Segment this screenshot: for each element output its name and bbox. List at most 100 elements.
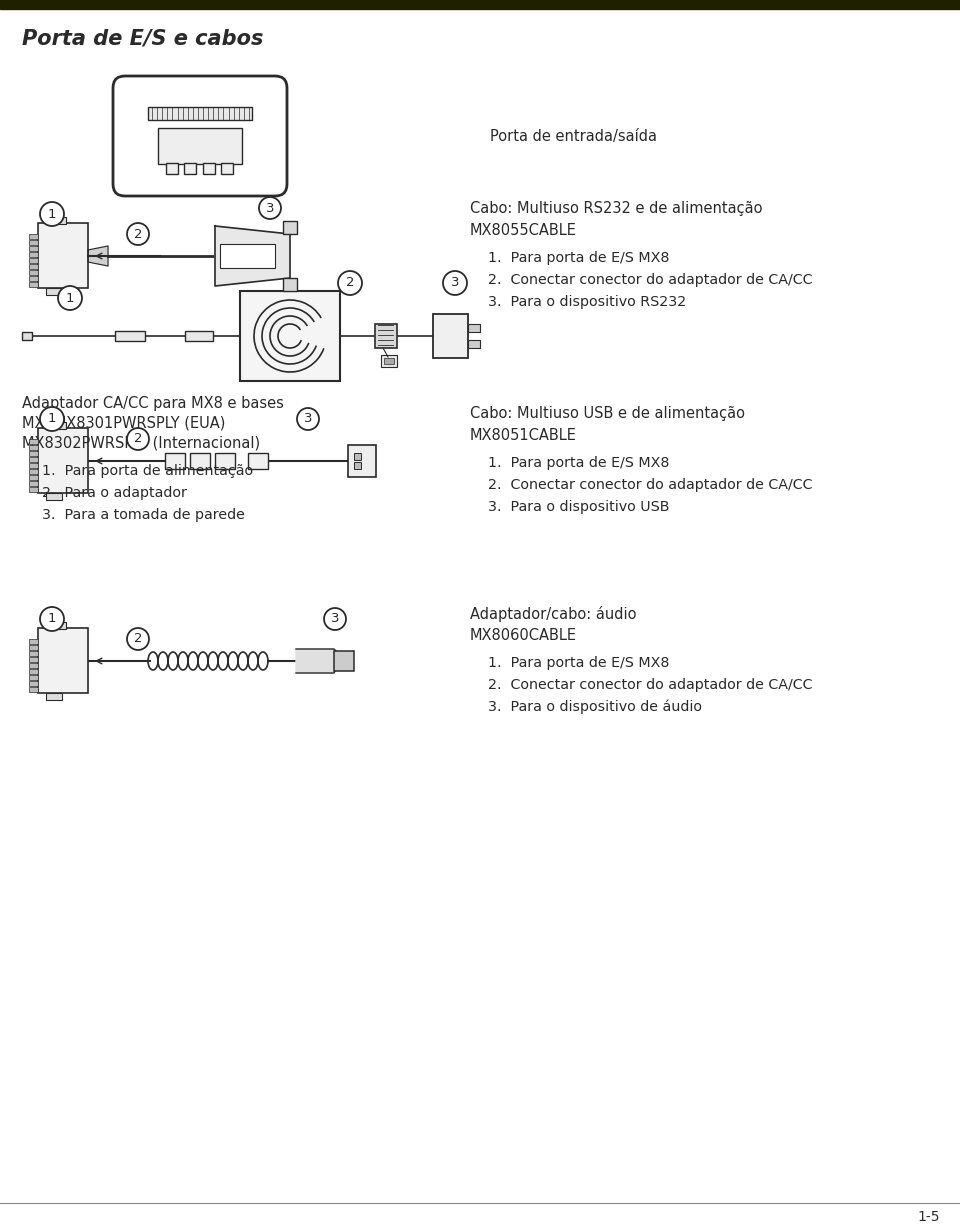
Text: 2: 2 <box>133 228 142 240</box>
Circle shape <box>40 407 64 431</box>
Text: Cabo: Multiuso USB e de alimentação: Cabo: Multiuso USB e de alimentação <box>470 406 745 421</box>
Bar <box>29 651 38 656</box>
Bar <box>29 282 38 287</box>
Text: 2.  Conectar conector do adaptador de CA/CC: 2. Conectar conector do adaptador de CA/… <box>488 478 812 492</box>
Bar <box>46 288 62 295</box>
Text: Porta de entrada/saída: Porta de entrada/saída <box>490 128 657 144</box>
Text: Porta de E/S e cabos: Porta de E/S e cabos <box>22 30 263 49</box>
Text: Adaptador CA/CC para MX8 e bases: Adaptador CA/CC para MX8 e bases <box>22 396 284 411</box>
Bar <box>29 451 38 455</box>
Text: 2: 2 <box>133 633 142 645</box>
Bar <box>29 475 38 480</box>
Bar <box>29 657 38 662</box>
Bar <box>354 462 361 469</box>
Text: 3: 3 <box>451 277 459 289</box>
Text: 3.  Para o dispositivo USB: 3. Para o dispositivo USB <box>488 500 669 515</box>
Bar <box>220 244 275 268</box>
Bar <box>190 453 210 469</box>
Text: 1.  Para porta de E/S MX8: 1. Para porta de E/S MX8 <box>488 656 669 670</box>
Circle shape <box>40 202 64 227</box>
Bar <box>29 252 38 257</box>
Bar <box>46 693 62 700</box>
Bar <box>248 453 268 469</box>
Bar <box>240 291 340 382</box>
Polygon shape <box>215 227 290 286</box>
Text: 3.  Para a tomada de parede: 3. Para a tomada de parede <box>42 508 245 522</box>
Text: 3: 3 <box>303 412 312 426</box>
Bar <box>52 422 66 428</box>
Bar <box>221 162 233 174</box>
Circle shape <box>127 628 149 650</box>
Bar <box>29 645 38 650</box>
Text: 2: 2 <box>346 277 354 289</box>
Polygon shape <box>296 649 342 673</box>
Bar <box>158 128 242 164</box>
Circle shape <box>324 608 346 630</box>
Bar <box>468 324 480 332</box>
Bar <box>29 687 38 692</box>
Bar <box>38 223 88 288</box>
Bar <box>29 263 38 270</box>
Bar <box>354 453 361 460</box>
Bar <box>29 259 38 263</box>
Bar <box>52 622 66 629</box>
Text: 3.  Para o dispositivo RS232: 3. Para o dispositivo RS232 <box>488 295 686 309</box>
Bar <box>29 234 38 239</box>
FancyBboxPatch shape <box>113 76 287 196</box>
Circle shape <box>127 223 149 245</box>
Text: 3.  Para o dispositivo de áudio: 3. Para o dispositivo de áudio <box>488 700 702 714</box>
Bar <box>203 162 215 174</box>
Bar <box>29 276 38 281</box>
Bar <box>29 457 38 462</box>
Bar <box>29 668 38 675</box>
Text: MX8302PWRSPLY (Internacional): MX8302PWRSPLY (Internacional) <box>22 436 260 451</box>
Text: 2.  Conectar conector do adaptador de CA/CC: 2. Conectar conector do adaptador de CA/… <box>488 273 812 287</box>
Circle shape <box>40 607 64 632</box>
Bar <box>283 278 297 291</box>
Bar <box>184 162 196 174</box>
Text: 1-5: 1-5 <box>918 1210 940 1224</box>
Bar <box>29 639 38 644</box>
Bar <box>29 469 38 474</box>
Bar <box>29 675 38 680</box>
Bar <box>29 463 38 468</box>
Bar <box>348 444 376 476</box>
Bar <box>148 107 252 119</box>
Polygon shape <box>88 246 108 266</box>
Bar <box>29 270 38 275</box>
Bar <box>29 664 38 668</box>
Bar <box>215 453 235 469</box>
Bar <box>29 487 38 492</box>
Bar <box>165 453 185 469</box>
Bar <box>166 162 178 174</box>
Text: 1: 1 <box>48 208 57 220</box>
Text: Adaptador/cabo: áudio: Adaptador/cabo: áudio <box>470 606 636 622</box>
Text: 1: 1 <box>48 412 57 426</box>
Bar <box>22 332 32 340</box>
Circle shape <box>127 428 149 451</box>
Bar <box>283 222 297 234</box>
Text: MX8MX8301PWRSPLY (EUA): MX8MX8301PWRSPLY (EUA) <box>22 416 226 431</box>
Bar <box>46 492 62 500</box>
Bar <box>38 628 88 693</box>
Bar <box>29 439 38 444</box>
Bar <box>29 246 38 251</box>
Text: 2.  Conectar conector do adaptador de CA/CC: 2. Conectar conector do adaptador de CA/… <box>488 678 812 692</box>
Text: MX8060CABLE: MX8060CABLE <box>470 628 577 643</box>
Bar <box>0 0 960 9</box>
Text: 1.  Para porta de E/S MX8: 1. Para porta de E/S MX8 <box>488 251 669 265</box>
Bar <box>384 358 394 364</box>
Bar <box>52 217 66 224</box>
Bar <box>185 331 213 341</box>
Bar <box>375 324 397 348</box>
Circle shape <box>58 286 82 310</box>
Bar <box>381 355 397 367</box>
Text: MX8051CABLE: MX8051CABLE <box>470 428 577 443</box>
Bar <box>433 314 468 358</box>
Bar <box>29 481 38 486</box>
Text: 1: 1 <box>48 613 57 625</box>
Circle shape <box>259 197 281 219</box>
Bar <box>468 340 480 348</box>
Text: Cabo: Multiuso RS232 e de alimentação: Cabo: Multiuso RS232 e de alimentação <box>470 201 762 215</box>
Circle shape <box>443 271 467 295</box>
